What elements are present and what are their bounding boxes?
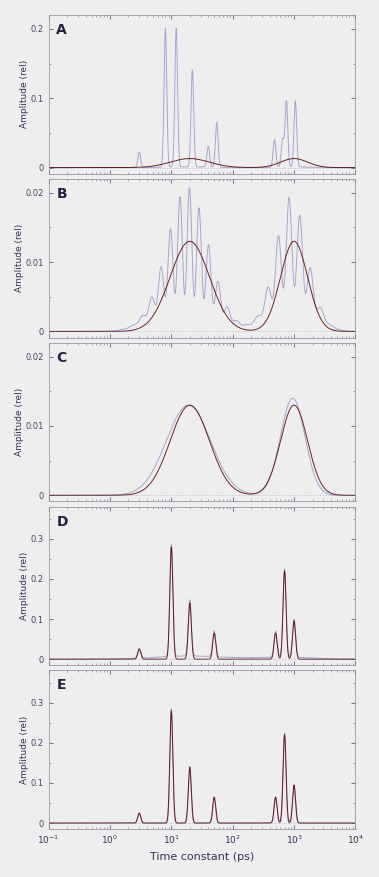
Y-axis label: Amplitude (rel): Amplitude (rel) <box>15 388 24 456</box>
Y-axis label: Amplitude (rel): Amplitude (rel) <box>20 61 29 128</box>
Text: B: B <box>56 187 67 201</box>
Y-axis label: Amplitude (rel): Amplitude (rel) <box>20 552 29 620</box>
Text: A: A <box>56 23 67 37</box>
Text: E: E <box>56 679 66 693</box>
Text: D: D <box>56 515 68 529</box>
Text: C: C <box>56 351 67 365</box>
Y-axis label: Amplitude (rel): Amplitude (rel) <box>15 225 24 292</box>
X-axis label: Time constant (ps): Time constant (ps) <box>150 852 254 862</box>
Y-axis label: Amplitude (rel): Amplitude (rel) <box>20 716 29 784</box>
